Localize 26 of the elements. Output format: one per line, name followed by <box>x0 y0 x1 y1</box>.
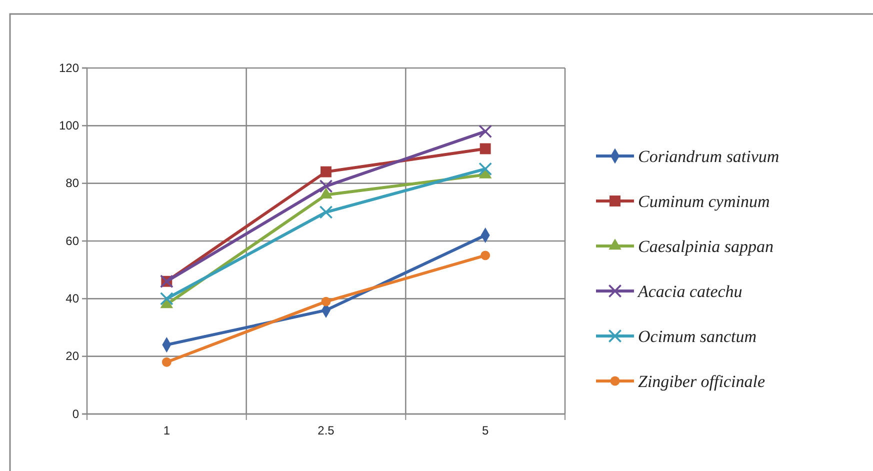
y-tick-label: 60 <box>66 234 80 248</box>
legend-label: Zingiber officinale <box>638 372 766 391</box>
point <box>162 357 172 367</box>
legend-label: Cuminum cyminum <box>638 192 770 211</box>
point <box>480 143 491 154</box>
y-tick-label: 0 <box>72 406 80 421</box>
y-tick-label: 100 <box>58 118 80 133</box>
point <box>478 162 492 176</box>
point <box>480 250 490 260</box>
y-tick-label: 80 <box>66 176 80 190</box>
point <box>478 124 492 138</box>
point <box>160 292 174 306</box>
point <box>319 205 333 219</box>
y-tick-label: 20 <box>66 349 80 364</box>
legend-label: Caesalpinia sappan <box>638 237 774 256</box>
point <box>320 166 332 178</box>
x-tick-label: 5 <box>482 424 489 438</box>
legend-label: Coriandrum sativum <box>638 147 780 166</box>
point <box>319 180 333 193</box>
legend-label: Acacia catechu <box>637 282 742 301</box>
x-tick-label: 2.5 <box>318 424 335 438</box>
x-tick-label: 1 <box>163 424 170 438</box>
point <box>321 296 331 306</box>
y-tick-label: 120 <box>58 60 80 75</box>
legend-label: Ocimum sanctum <box>638 327 757 346</box>
y-tick-label: 40 <box>66 292 80 306</box>
